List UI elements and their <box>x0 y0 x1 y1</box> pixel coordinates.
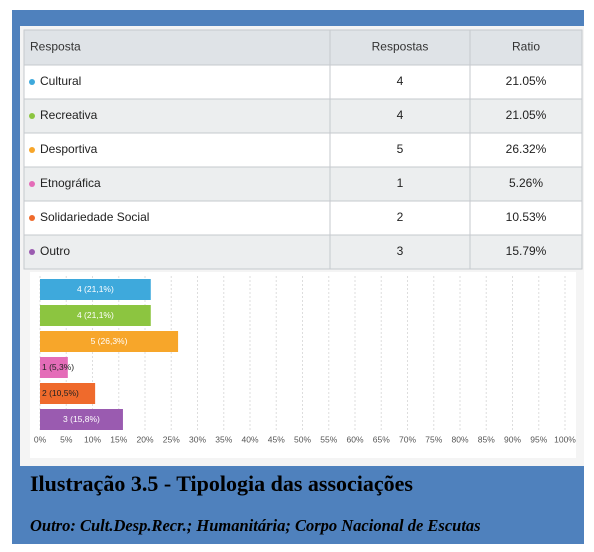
row-ratio: 5.26% <box>509 176 543 190</box>
row-name: Desportiva <box>40 142 98 156</box>
row-ratio: 21.05% <box>506 108 547 122</box>
header-cell: Respostas <box>372 40 429 54</box>
row-count: 2 <box>397 210 404 224</box>
bullet <box>29 249 35 255</box>
bar <box>40 357 68 378</box>
caption-title: Ilustração 3.5 - Tipologia das associaçõ… <box>30 471 413 496</box>
row-name: Cultural <box>40 74 81 88</box>
bar-label: 1 (5,3%) <box>42 362 74 372</box>
bar <box>40 331 179 352</box>
table-row <box>23 98 583 134</box>
row-ratio: 21.05% <box>506 74 547 88</box>
bar-label: 3 (15,8%) <box>63 414 100 424</box>
bar-label: 5 (26,3%) <box>91 336 128 346</box>
table-row <box>23 64 583 100</box>
bar <box>40 409 123 430</box>
row-name: Recreativa <box>40 108 98 122</box>
row-ratio: 15.79% <box>506 244 547 258</box>
row-count: 5 <box>397 142 404 156</box>
x-tick-label: 5% <box>60 434 73 444</box>
bullet <box>29 79 35 85</box>
x-tick-label: 70% <box>399 434 416 444</box>
bar-label: 4 (21,1%) <box>77 284 114 294</box>
x-tick-label: 100% <box>554 434 576 444</box>
row-name: Solidariedade Social <box>40 210 149 224</box>
row-name: Etnográfica <box>40 176 101 190</box>
x-tick-label: 80% <box>451 434 468 444</box>
row-ratio: 26.32% <box>506 142 547 156</box>
table-row <box>23 234 583 270</box>
table-row <box>23 132 583 168</box>
x-tick-label: 30% <box>189 434 206 444</box>
x-tick-label: 25% <box>163 434 180 444</box>
bar <box>40 305 151 326</box>
bar-label: 4 (21,1%) <box>77 310 114 320</box>
x-tick-label: 60% <box>346 434 363 444</box>
table-row <box>23 166 583 202</box>
row-count: 4 <box>397 108 404 122</box>
x-tick-label: 35% <box>215 434 232 444</box>
bar <box>40 279 151 300</box>
row-count: 1 <box>397 176 404 190</box>
bullet <box>29 113 35 119</box>
row-ratio: 10.53% <box>506 210 547 224</box>
x-tick-label: 40% <box>241 434 258 444</box>
caption-subtitle: Outro: Cult.Desp.Recr.; Humanitária; Cor… <box>30 516 481 535</box>
bullet <box>29 215 35 221</box>
row-name: Outro <box>40 244 70 258</box>
bar <box>40 383 96 404</box>
row-count: 3 <box>397 244 404 258</box>
row-count: 4 <box>397 74 404 88</box>
x-tick-label: 85% <box>478 434 495 444</box>
x-tick-label: 10% <box>84 434 101 444</box>
x-tick-label: 75% <box>425 434 442 444</box>
bar-label: 2 (10,5%) <box>42 388 79 398</box>
header-cell: Resposta <box>30 40 81 54</box>
x-tick-label: 95% <box>530 434 547 444</box>
x-tick-label: 50% <box>294 434 311 444</box>
x-tick-label: 0% <box>34 434 47 444</box>
x-tick-label: 90% <box>504 434 521 444</box>
x-tick-label: 20% <box>136 434 153 444</box>
table-header <box>23 29 583 66</box>
x-tick-label: 15% <box>110 434 127 444</box>
x-tick-label: 65% <box>373 434 390 444</box>
x-tick-label: 45% <box>268 434 285 444</box>
bullet <box>29 147 35 153</box>
bullet <box>29 181 35 187</box>
header-cell: Ratio <box>512 40 540 54</box>
x-tick-label: 55% <box>320 434 337 444</box>
